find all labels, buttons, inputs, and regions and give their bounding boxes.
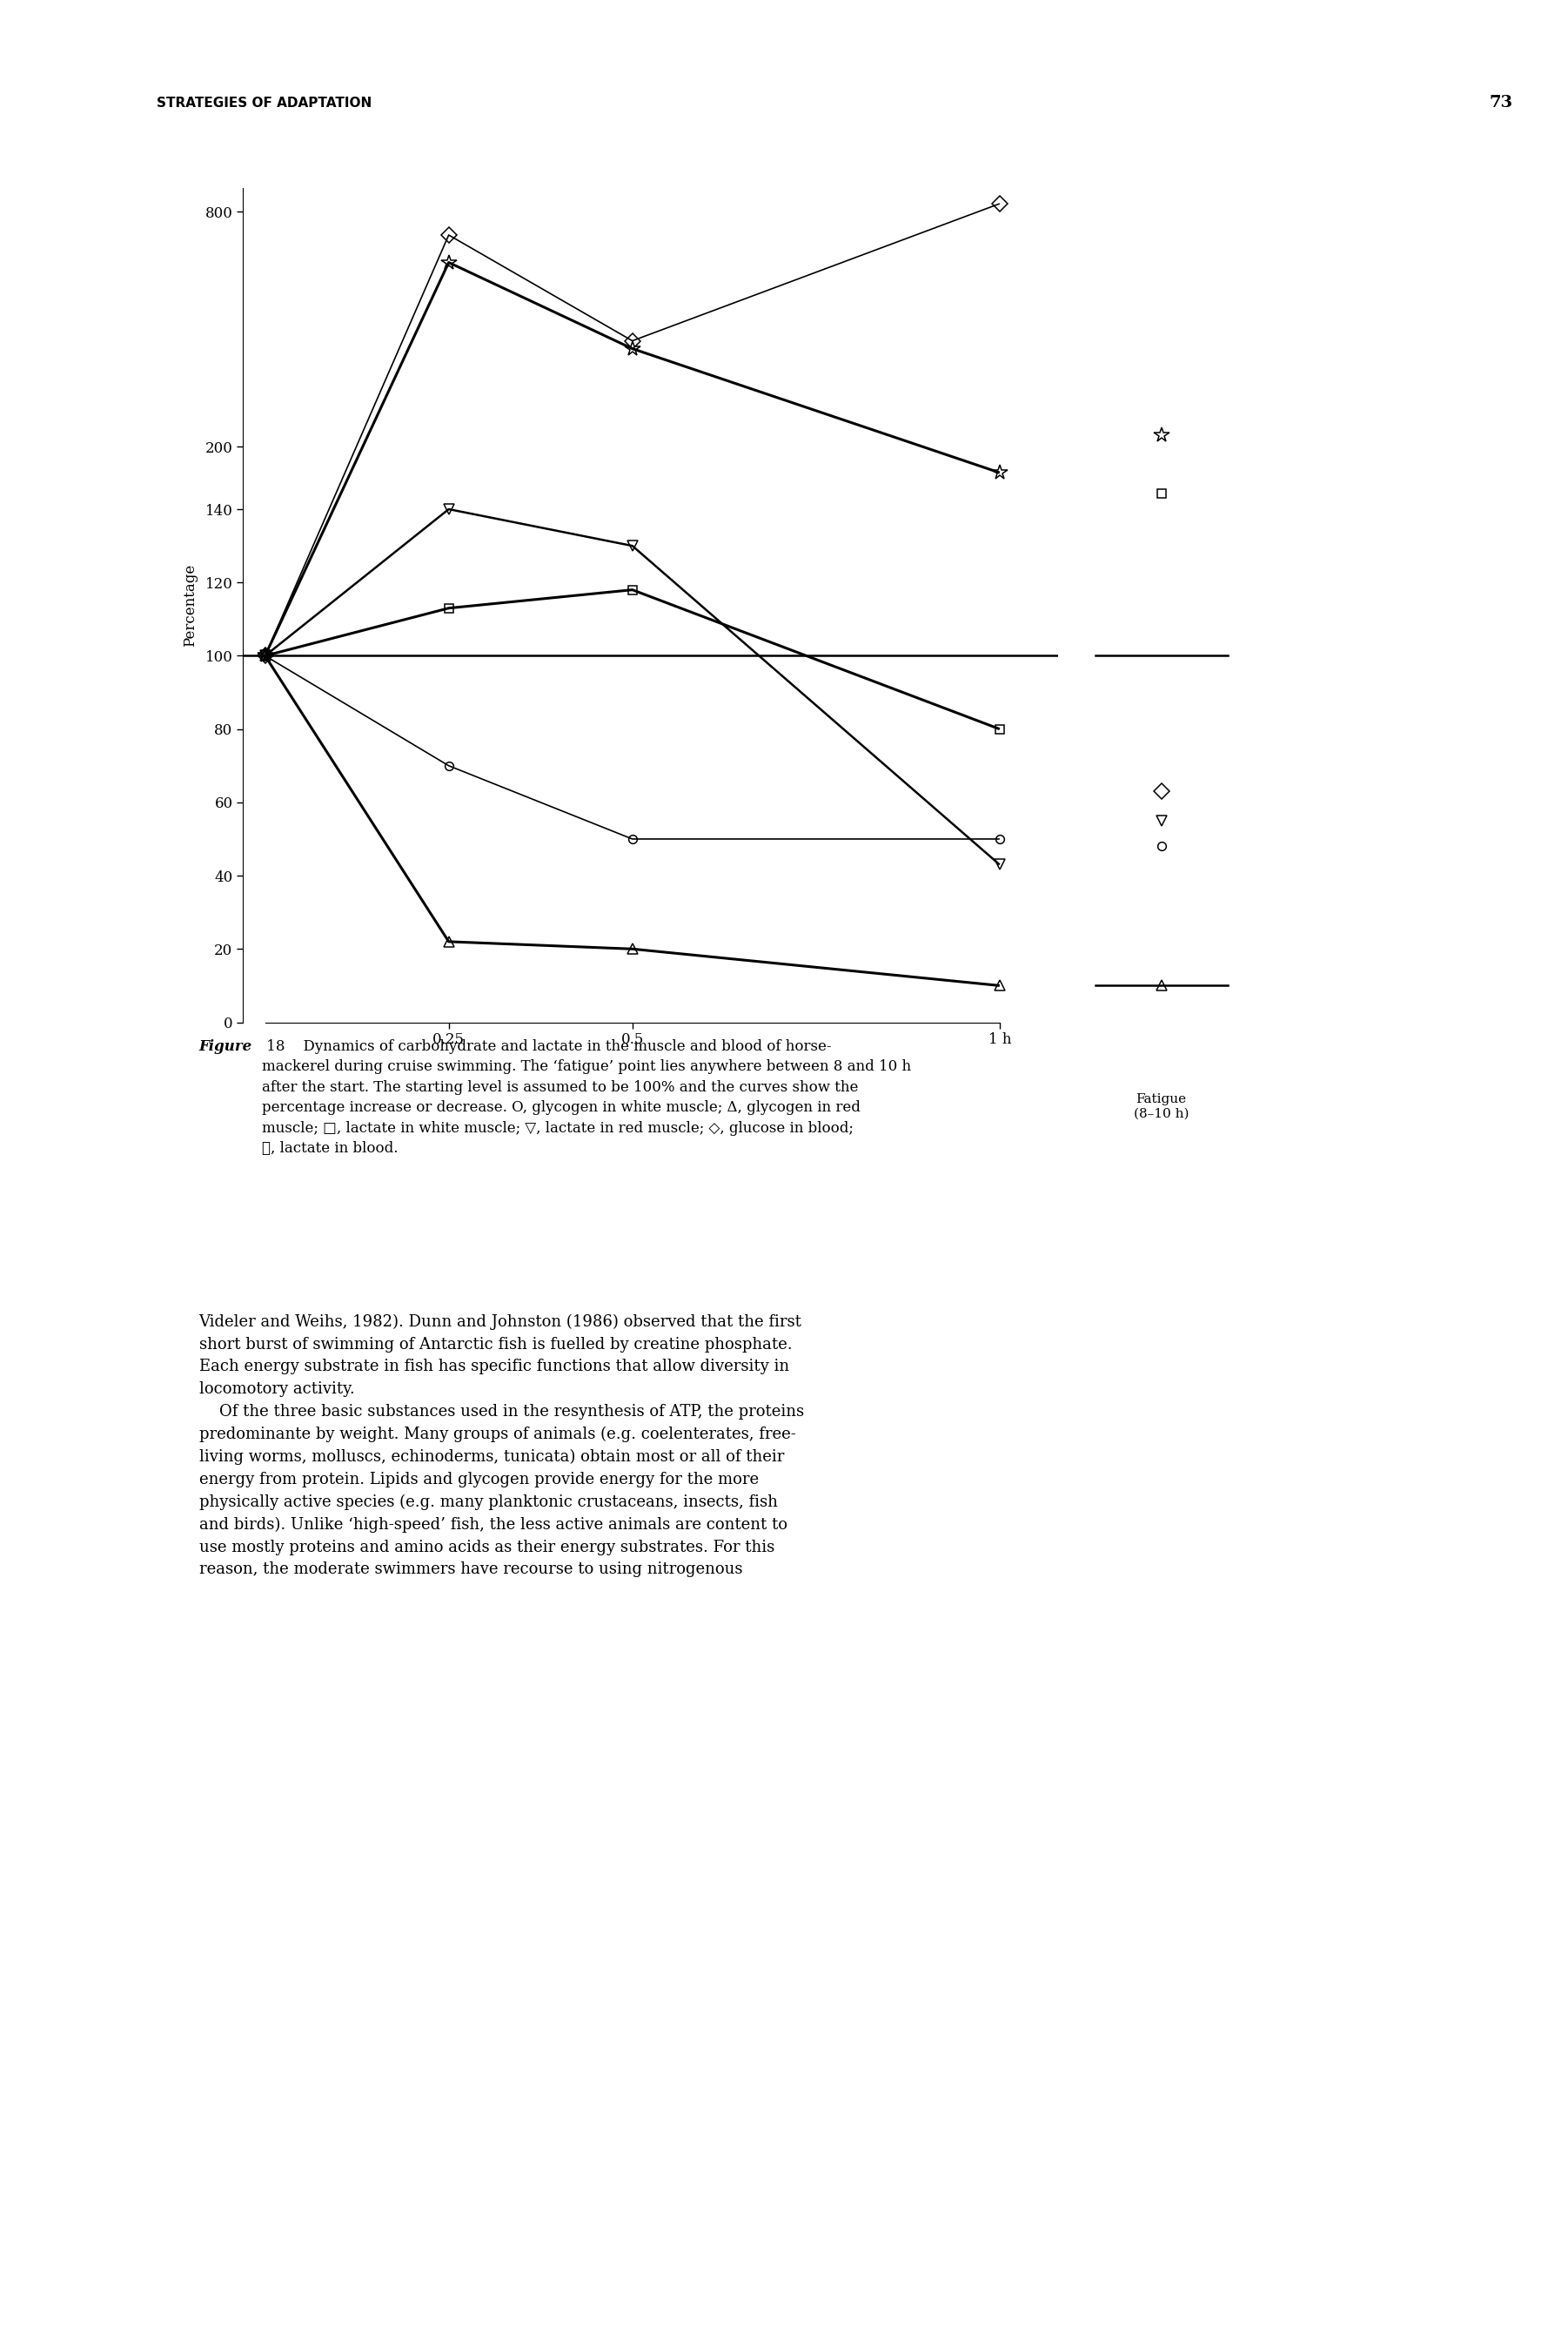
Text: 73: 73 [1490,94,1513,110]
Text: Figure: Figure [199,1039,252,1053]
Y-axis label: Percentage: Percentage [183,564,198,646]
Text: Fatigue
(8–10 h): Fatigue (8–10 h) [1134,1093,1189,1119]
Text: STRATEGIES OF ADAPTATION: STRATEGIES OF ADAPTATION [157,96,372,110]
Text: Videler and Weihs, 1982). Dunn and Johnston (1986) observed that the first
short: Videler and Weihs, 1982). Dunn and Johns… [199,1314,804,1577]
Text: 18    Dynamics of carbohydrate and lactate in the muscle and blood of horse-
mac: 18 Dynamics of carbohydrate and lactate … [262,1039,911,1156]
